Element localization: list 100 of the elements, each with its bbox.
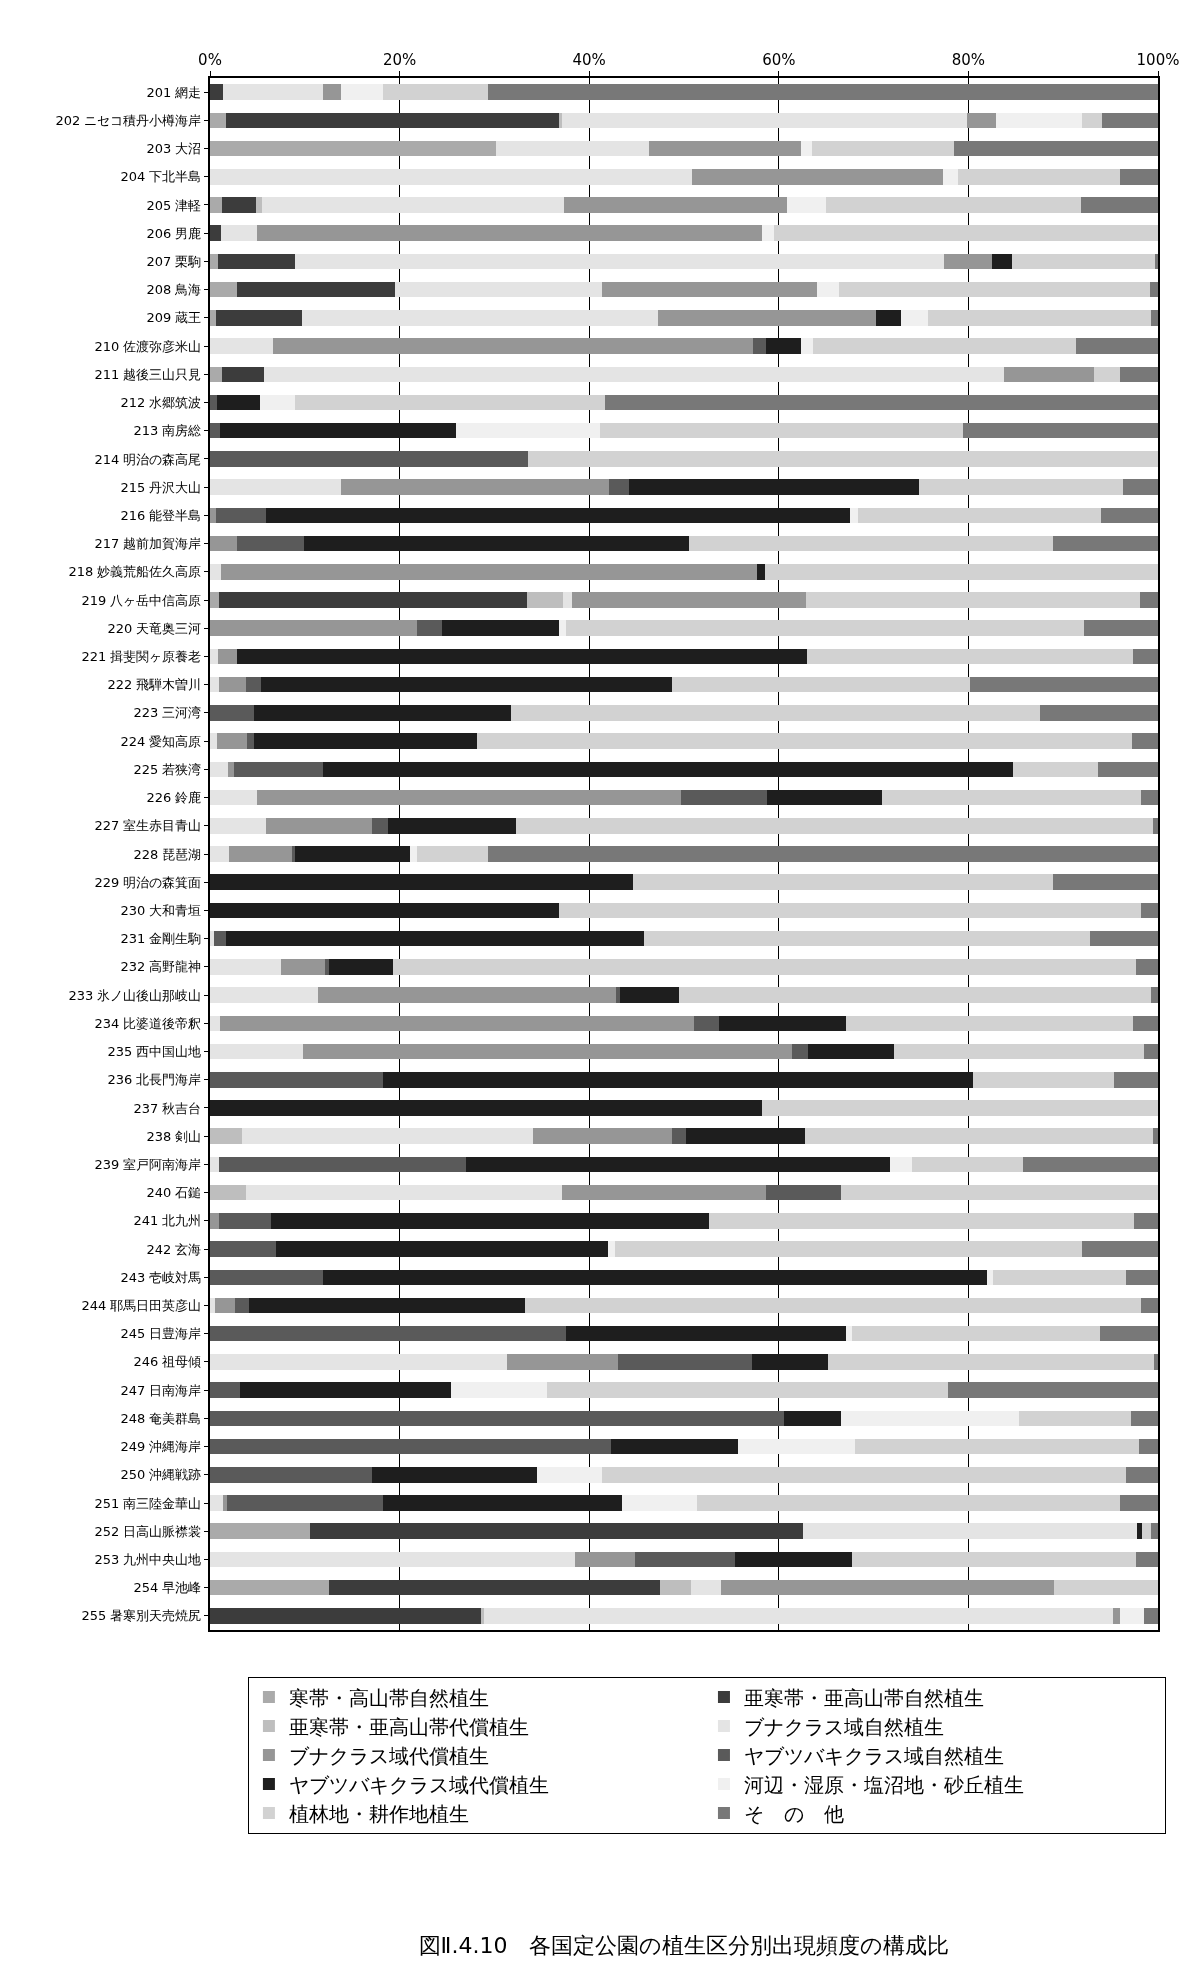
bar [1125,1269,1158,1286]
bar [1012,761,1099,778]
bar [465,1156,890,1173]
bar [257,225,762,241]
bar [735,1551,852,1568]
bar [383,1071,974,1088]
y-tick-label: 233 氷ノ山後山那岐山 [68,987,202,1003]
bar [210,422,221,439]
legend-label: 亜寒帯・亜高山帯自然植生 [743,1685,984,1710]
bar [617,1354,753,1370]
bar [253,705,512,721]
legend-label: 亜寒帯・亜高山帯代償植生 [288,1714,529,1739]
bar [329,1579,661,1596]
bar [1094,366,1121,383]
bar [787,197,827,213]
bar [223,1495,228,1511]
bar [210,1297,215,1314]
bar [322,1269,988,1286]
bar [210,846,229,862]
bar [228,761,234,778]
bar [1133,1015,1158,1032]
bar [1130,1410,1158,1427]
bar [210,1128,243,1144]
bar [322,761,1013,778]
bar [264,366,1005,383]
bar [210,733,217,749]
y-tick-label: 253 九州中央山地 [94,1552,202,1567]
bar [1082,112,1103,129]
bar [210,620,417,637]
bar [841,1410,1019,1427]
bar [1154,1354,1158,1370]
bar [265,818,373,834]
bar [383,1495,623,1511]
bar [295,394,606,411]
bar [210,1551,575,1568]
bar [987,1269,994,1286]
bar [262,197,564,213]
bar [248,1297,525,1314]
bar [217,253,296,270]
bar [210,902,559,919]
y-tick-label: 205 津軽 [146,197,202,213]
bar [911,1156,1024,1173]
y-tick-label: 224 愛知高原 [120,733,202,749]
bar [605,394,1158,411]
bar [270,1213,709,1229]
bar [839,281,1151,298]
y-tick-label: 229 明治の森箕面 [94,874,202,890]
bar [1137,1523,1142,1539]
y-tick-label: 217 越前加賀海岸 [94,536,202,552]
bar [806,592,1140,608]
bar [811,140,955,157]
bar [719,1015,847,1032]
bar [487,846,1158,862]
bar [210,84,224,100]
y-tick-label: 213 南房総 [133,423,202,439]
y-tick-label: 231 金剛生駒 [120,931,202,947]
bar [210,1438,611,1455]
bar [340,479,610,495]
bar [1081,197,1158,213]
bar [210,1071,384,1088]
bar [210,1100,762,1116]
bar [1101,507,1158,524]
bar [210,818,266,834]
bar [210,1269,323,1286]
bar [210,648,218,665]
bar [691,169,943,185]
bar [609,479,630,495]
y-tick-label: 251 南三陸金華山 [94,1495,202,1511]
bar [764,564,1158,580]
bar [537,1467,602,1483]
bar [477,733,1133,749]
bar [761,1100,1158,1116]
bar [634,1551,736,1568]
bar [846,1015,1134,1032]
bar [1082,1241,1158,1257]
bar [456,422,600,439]
bar [1084,620,1158,637]
bar [328,959,393,975]
bar [210,479,341,495]
bar [1120,1608,1144,1624]
bar [812,338,1077,354]
bar [1141,1523,1152,1539]
bar [533,1128,672,1144]
bar [233,761,323,778]
bar [1153,1128,1158,1144]
bar [210,959,282,975]
bar [210,1015,221,1032]
bar [1139,592,1158,608]
bar [558,902,1141,919]
bar [261,676,672,693]
y-tick-label: 230 大和青垣 [120,902,202,918]
bar [1076,338,1158,354]
text: 図Ⅱ.4.10 各国定公園の植生区分別出現頻度の構成比 [418,1933,950,1959]
y-tick-label: 246 祖母傾 [133,1354,202,1370]
bar [858,507,1102,524]
y-tick-label: 242 玄海 [146,1241,202,1257]
bar [218,676,247,693]
y-tick-label: 225 若狭湾 [133,761,202,777]
bar [210,394,217,411]
bar [210,1241,277,1257]
